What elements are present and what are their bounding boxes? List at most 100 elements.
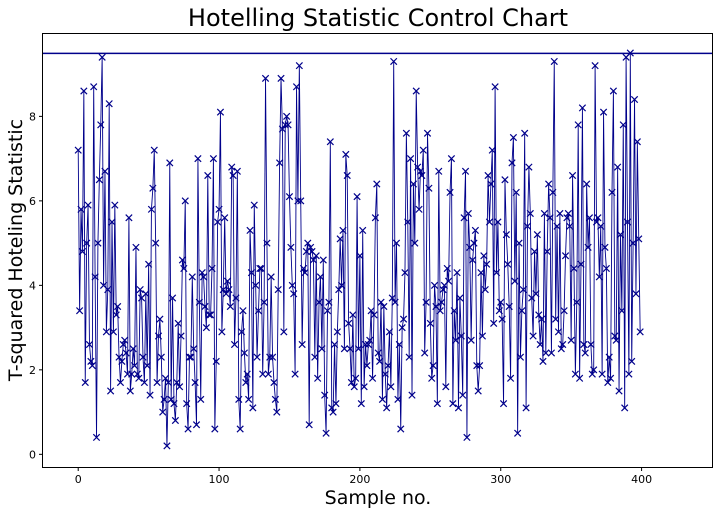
data-point [549,188,557,197]
data-point [398,323,406,332]
data-point [191,378,199,387]
data-point [502,231,510,239]
data-point [590,366,598,374]
data-point [402,129,410,137]
data-point [623,218,632,226]
data-point [332,400,340,408]
data-point [295,62,303,70]
data-point [94,239,102,247]
data-point [267,273,275,281]
data-point [271,395,280,404]
data-point [433,400,441,408]
data-point [570,264,578,273]
x-tick-label: 200 [349,473,370,486]
data-point [81,378,89,387]
data-point [174,319,182,327]
data-point [115,353,123,361]
data-point [235,395,243,404]
y-tick-label: 6 [29,195,36,208]
data-point [368,374,377,382]
data-point [273,408,281,416]
data-point [215,205,223,213]
data-point [591,62,599,70]
data-point [132,243,140,251]
data-point [567,336,575,344]
data-point [183,400,191,408]
data-point [408,391,416,399]
data-point [212,357,220,366]
data-point [360,383,368,391]
data-point [404,218,412,226]
data-point [354,345,363,353]
data-point [598,370,606,378]
data-point [335,285,343,294]
data-point [525,163,533,171]
data-point [632,290,640,298]
data-point [366,336,374,344]
data-point [384,361,392,370]
data-point [223,277,232,285]
data-point [75,307,84,315]
data-point [85,340,94,349]
data-point [119,340,127,349]
data-point [564,209,572,218]
data-point [228,163,236,171]
data-point [312,252,320,260]
data-point [397,425,405,433]
data-point [409,180,418,188]
data-point [161,374,170,382]
data-point [336,235,344,243]
data-point [305,421,313,429]
data-point [326,138,334,146]
data-point [252,281,260,289]
data-point [357,400,365,408]
data-point [153,378,161,387]
data-point [108,218,116,226]
data-point [439,285,447,294]
data-point [316,273,325,281]
data-point [309,256,318,264]
data-point [452,336,460,344]
data-point [414,163,422,171]
data-point [542,349,550,357]
data-point [612,336,620,344]
x-tick-label: 300 [490,473,511,486]
data-point [519,285,527,294]
data-point [371,214,380,222]
data-point [609,87,618,95]
data-point [306,243,315,251]
data-point [173,378,181,387]
data-point [245,395,253,404]
chart-title: Hotelling Statistic Control Chart [188,4,568,32]
data-point [140,378,149,387]
data-point [447,154,456,163]
data-point [508,159,516,167]
data-point [532,290,540,298]
data-point [185,353,194,361]
data-point [91,273,99,281]
data-point [259,370,267,378]
data-point [394,395,402,404]
data-point [211,425,219,433]
data-point [422,298,430,306]
data-point [147,205,156,213]
data-point [577,260,585,268]
data-point [494,218,502,226]
data-point [483,260,491,268]
data-point [430,281,439,289]
data-point [284,121,292,129]
data-point [518,307,526,315]
data-point [377,298,385,306]
data-point [618,307,626,315]
data-point [453,269,461,277]
data-point [587,340,595,349]
data-point [164,378,172,387]
data-point [477,269,485,277]
data-point [470,239,478,247]
data-point [456,294,464,302]
data-point [442,383,450,391]
data-point [540,209,549,218]
data-point [304,239,312,247]
data-point [221,214,229,222]
